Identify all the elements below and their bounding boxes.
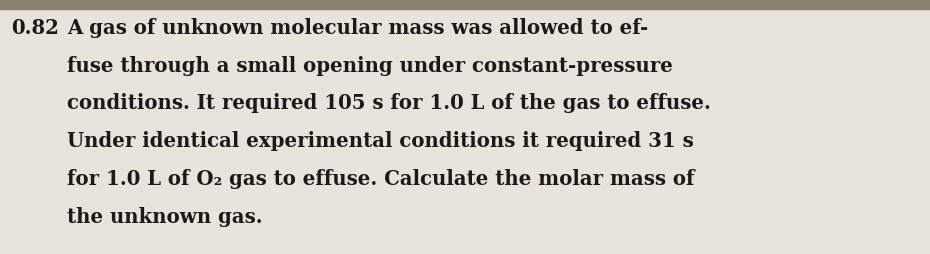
Text: fuse through a small opening under constant-pressure: fuse through a small opening under const… bbox=[67, 55, 672, 75]
Text: Under identical experimental conditions it required 31 s: Under identical experimental conditions … bbox=[67, 131, 694, 150]
Bar bbox=[0, 0, 930, 10]
Text: conditions. It required 105 s for 1.0 L of the gas to effuse.: conditions. It required 105 s for 1.0 L … bbox=[67, 93, 711, 113]
Text: the unknown gas.: the unknown gas. bbox=[67, 206, 262, 226]
Text: A gas of unknown molecular mass was allowed to ef-: A gas of unknown molecular mass was allo… bbox=[67, 18, 648, 38]
Text: for 1.0 L of O₂ gas to effuse. Calculate the molar mass of: for 1.0 L of O₂ gas to effuse. Calculate… bbox=[67, 168, 695, 188]
Text: 0.82: 0.82 bbox=[11, 18, 59, 38]
